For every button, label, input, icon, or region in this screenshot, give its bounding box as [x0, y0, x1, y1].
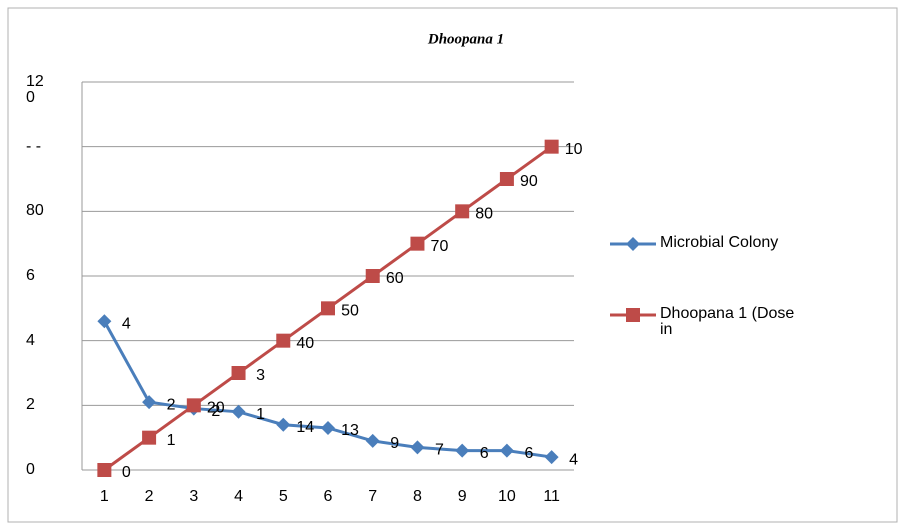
- data-label: 6: [524, 445, 533, 462]
- point: [231, 404, 246, 419]
- data-label: 10: [565, 141, 583, 158]
- data-label: 70: [431, 238, 449, 255]
- y-tick-label: 0: [26, 461, 35, 478]
- y-tick-label: 80: [26, 202, 44, 220]
- x-tick-label: 9: [458, 488, 467, 505]
- x-tick-label: 2: [145, 488, 154, 505]
- data-label: 0: [122, 464, 131, 481]
- data-label: 6: [480, 445, 489, 462]
- point: [455, 443, 470, 458]
- data-label: 20: [207, 400, 225, 417]
- point: [186, 398, 201, 413]
- point: [231, 366, 246, 380]
- chart-border: [7, 7, 898, 523]
- point: [499, 443, 514, 458]
- data-label: 4: [569, 451, 578, 468]
- chart-title: Dhoopana 1: [427, 31, 504, 47]
- point: [410, 440, 425, 455]
- data-label: 60: [386, 270, 404, 287]
- data-label: 2: [167, 396, 176, 413]
- data-label: 2: [211, 403, 220, 420]
- point: [499, 172, 514, 186]
- data-label: 14: [296, 419, 314, 436]
- y-tick-label: 6: [26, 267, 35, 284]
- data-label: 50: [341, 303, 359, 320]
- point: [276, 417, 291, 432]
- point: [410, 236, 425, 251]
- point: [544, 139, 559, 154]
- data-label: 4: [122, 315, 131, 332]
- data-label: 1: [256, 406, 265, 423]
- y-tick-label: 2: [26, 396, 35, 414]
- data-label: 9: [390, 435, 399, 452]
- data-label: 3: [256, 367, 265, 384]
- x-tick-label: 6: [324, 488, 333, 505]
- point: [276, 333, 291, 348]
- x-tick-label: 8: [413, 488, 422, 505]
- data-label: 90: [520, 173, 538, 190]
- x-tick-label: 11: [543, 488, 560, 505]
- x-tick-label: 1: [100, 488, 109, 505]
- y-tick-label: 4: [26, 331, 35, 349]
- x-tick-label: 5: [279, 488, 288, 505]
- x-tick-label: 3: [189, 488, 198, 505]
- point: [321, 301, 335, 316]
- x-tick-label: 4: [234, 488, 243, 505]
- data-label: 40: [296, 335, 314, 352]
- point: [455, 204, 470, 219]
- point: [365, 269, 380, 283]
- legend-label: Dhoopana 1 (Dose in: [660, 305, 795, 338]
- data-label: 7: [435, 442, 444, 459]
- point: [626, 308, 640, 322]
- point: [321, 420, 335, 435]
- point: [142, 430, 157, 445]
- legend-label: Microbial Colony: [660, 234, 779, 251]
- point: [97, 314, 112, 329]
- data-label: 80: [475, 206, 493, 223]
- point: [142, 395, 157, 410]
- x-tick-label: 7: [368, 488, 377, 505]
- point: [97, 463, 112, 477]
- y-tick-label: 120: [26, 73, 44, 106]
- data-label: 1: [167, 432, 176, 449]
- point: [544, 450, 559, 465]
- y-tick-label: - -: [26, 137, 42, 155]
- data-label: 13: [341, 422, 359, 439]
- point: [365, 433, 380, 448]
- point: [626, 237, 640, 251]
- x-tick-label: 10: [498, 488, 516, 505]
